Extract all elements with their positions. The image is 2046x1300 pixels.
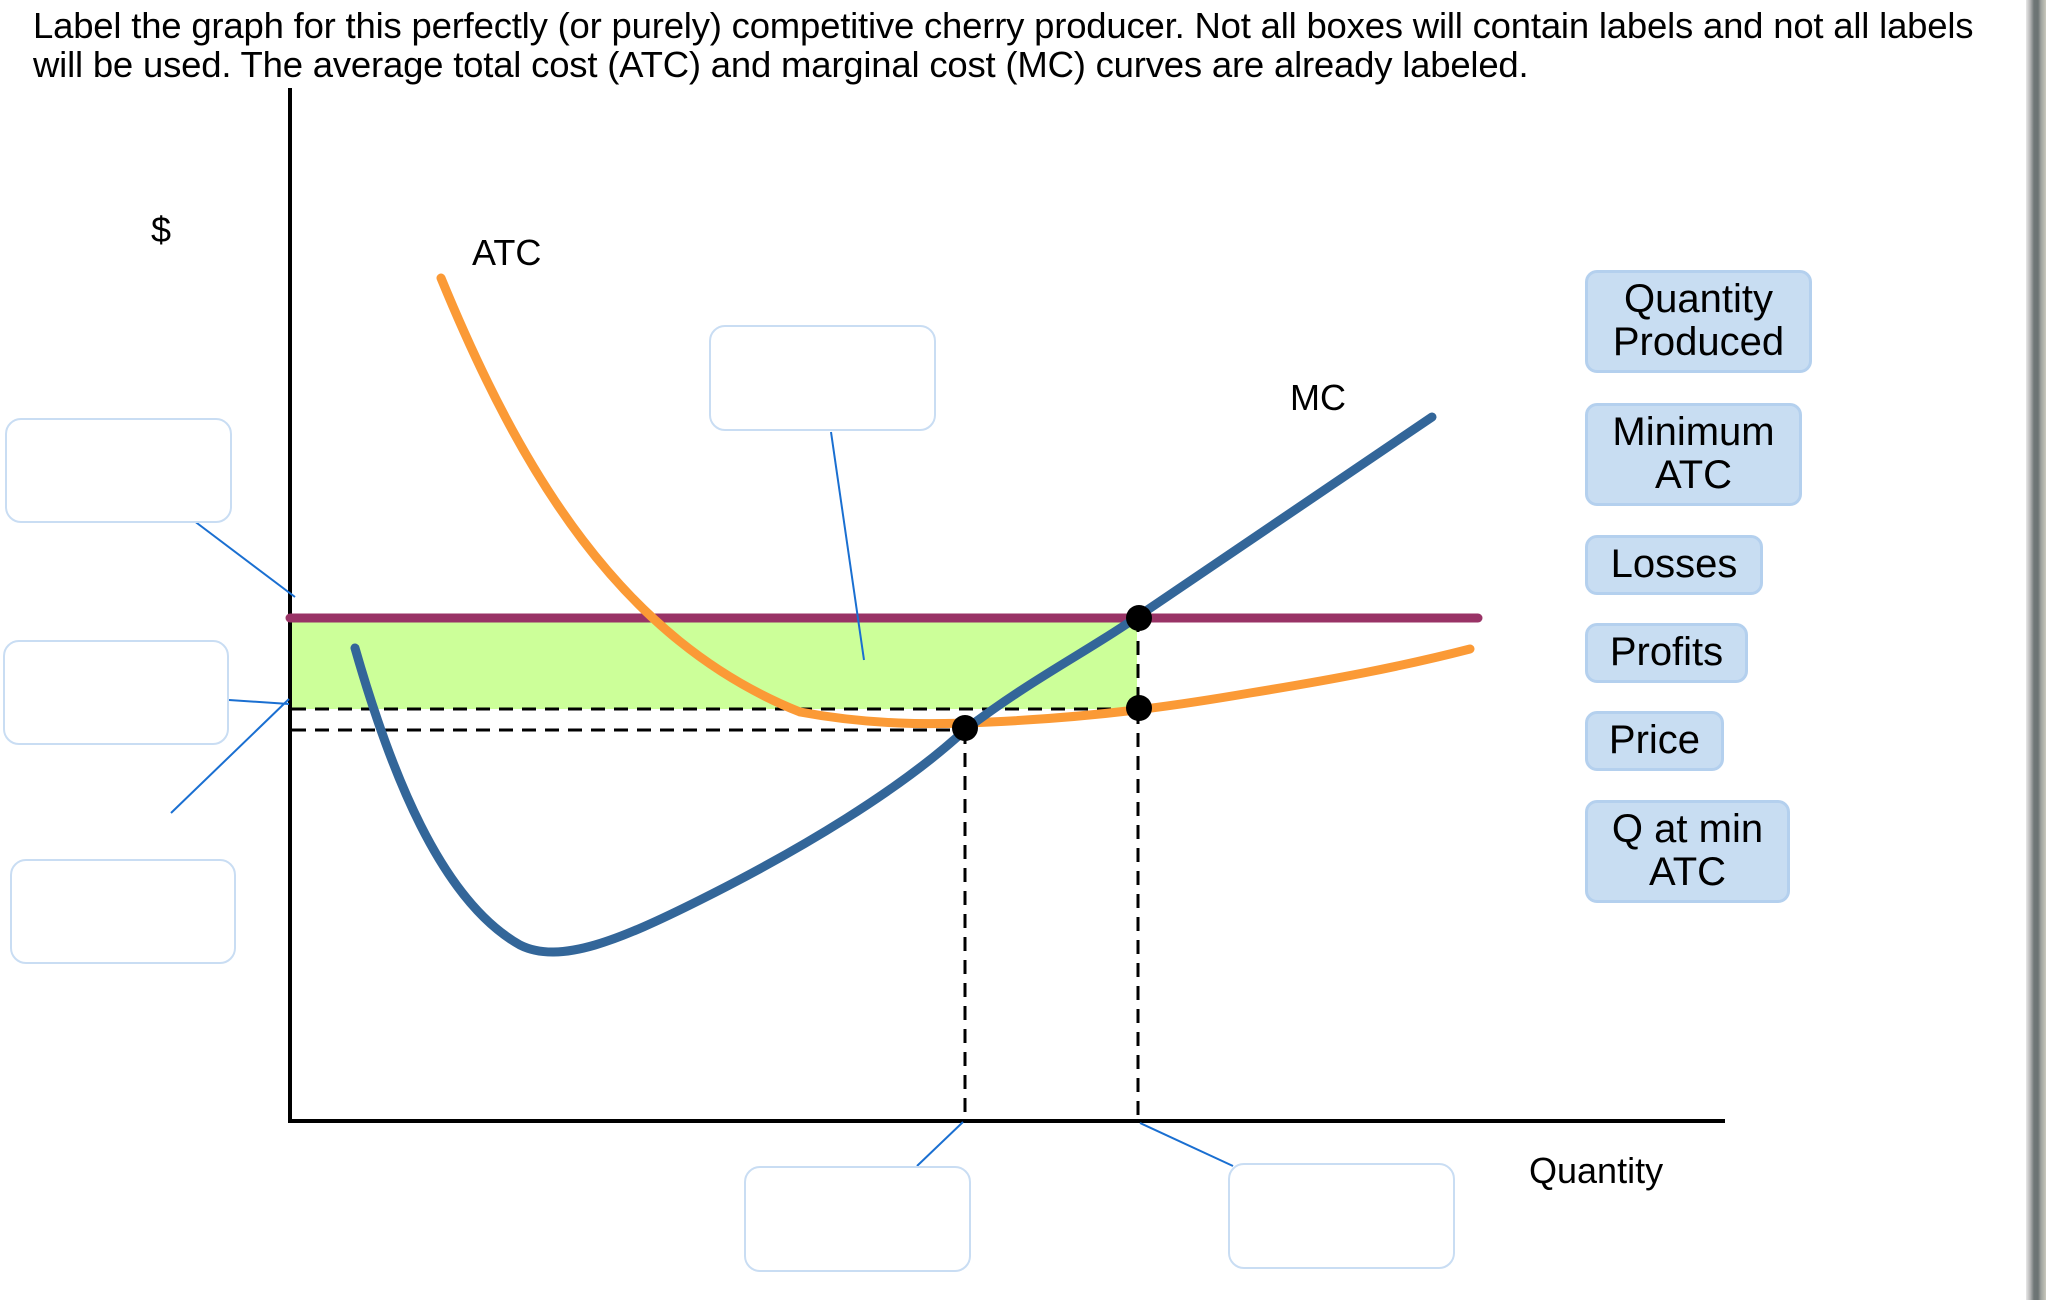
atc-curve-label: ATC [472, 232, 542, 273]
label-chip-text: Profits [1609, 630, 1724, 674]
drop-box-q-min-atc[interactable] [744, 1166, 971, 1272]
drop-box-shaded-area[interactable] [709, 325, 936, 431]
label-chip-losses[interactable]: Losses [1585, 535, 1763, 595]
mc-curve-label: MC [1290, 377, 1346, 418]
drop-box-atc-at-quantity[interactable] [3, 640, 229, 745]
label-chip-quantity-produced[interactable]: Quantity Produced [1585, 270, 1812, 373]
dashed-guides [292, 618, 1140, 1120]
mc-curve [350, 412, 1437, 957]
label-chip-text: Losses [1610, 542, 1738, 586]
y-axis-label: $ [151, 209, 172, 250]
drop-box-price-level[interactable] [5, 418, 232, 523]
drop-box-minimum-atc[interactable] [10, 859, 236, 964]
label-chip-text-line1: Minimum [1612, 410, 1775, 454]
vertical-scrollbar[interactable] [2026, 0, 2046, 1300]
label-chip-text-line2: ATC [1648, 850, 1727, 894]
label-chip-text-line2: ATC [1654, 453, 1733, 497]
intersection-points [952, 605, 1152, 741]
label-chip-price[interactable]: Price [1585, 711, 1724, 771]
question-instructions: Label the graph for this perfectly (or p… [33, 5, 1974, 85]
label-chip-text: Price [1608, 718, 1701, 762]
label-chip-text-line1: Q at min [1611, 807, 1764, 851]
drop-box-quantity-produced[interactable] [1228, 1163, 1455, 1269]
x-axis-label: Quantity [1529, 1150, 1664, 1191]
leader-lines [170, 431, 1234, 1167]
label-chip-text-line2: Produced [1612, 320, 1785, 364]
label-chip-q-at-min-atc[interactable]: Q at min ATC [1585, 800, 1790, 903]
label-chip-minimum-atc[interactable]: Minimum ATC [1585, 403, 1802, 506]
label-chip-profits[interactable]: Profits [1585, 623, 1748, 683]
label-chip-text-line1: Quantity [1624, 277, 1773, 321]
